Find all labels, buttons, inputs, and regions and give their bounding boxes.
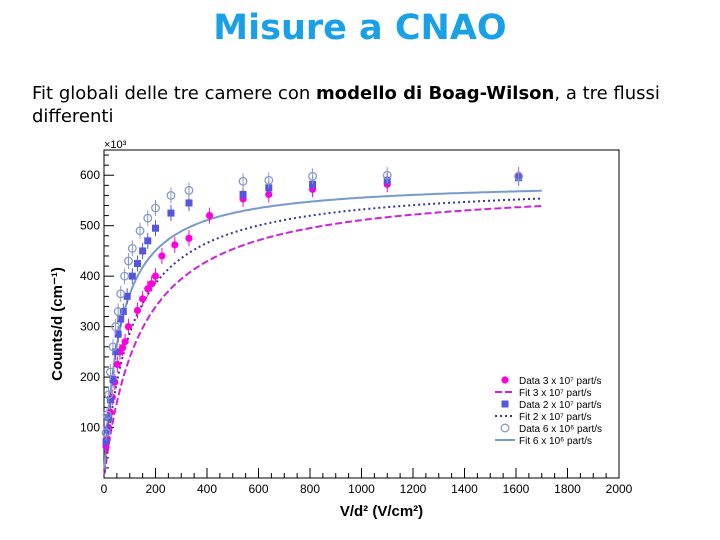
data-point — [143, 213, 153, 223]
data-point — [309, 180, 317, 188]
data-point — [104, 390, 114, 400]
data-point — [102, 410, 112, 420]
data-point — [144, 285, 152, 293]
fit-curve — [103, 197, 542, 473]
data-point — [184, 185, 194, 195]
data-point — [127, 243, 137, 253]
data-point — [103, 426, 111, 434]
y-tick-label: 300 — [80, 320, 100, 334]
data-point — [113, 307, 123, 316]
legend-label: Data 6 x 10⁶ part/s — [519, 424, 602, 435]
x-tick-label: 1800 — [554, 482, 581, 496]
data-point — [139, 247, 147, 255]
y-tick-label: 500 — [80, 219, 100, 233]
data-point — [124, 256, 133, 266]
slide-title: Misure a CNAO — [213, 8, 507, 48]
x-axis-title: V/d² (V/cm²) — [340, 503, 423, 520]
data-point — [123, 292, 131, 300]
subtitle-text-start: Fit globali delle tre camere con — [32, 83, 316, 104]
x-tick-label: 200 — [145, 482, 165, 496]
data-point — [116, 289, 126, 299]
legend-label: Fit 2 x 10⁷ part/s — [519, 412, 592, 423]
fit-curve — [103, 205, 542, 475]
data-point — [111, 322, 121, 332]
legend-label: Fit 3 x 10⁷ part/s — [519, 388, 592, 399]
data-point — [114, 330, 122, 338]
data-point — [105, 367, 115, 377]
data-point — [118, 344, 127, 352]
data-point — [382, 170, 392, 180]
x-tick-label: 1600 — [503, 482, 530, 496]
x-tick-label: 600 — [248, 482, 268, 496]
data-point — [151, 272, 160, 280]
y-tick-label: 600 — [80, 168, 100, 182]
data-point — [185, 234, 193, 242]
data-point — [167, 209, 175, 217]
data-point — [514, 171, 524, 181]
data-point — [113, 360, 121, 369]
data-point — [119, 307, 127, 315]
y-tick-label: 100 — [80, 421, 100, 435]
data-point — [102, 438, 110, 446]
legend-label: Data 3 x 10⁷ part/s — [519, 376, 602, 387]
subtitle-model-name: modello di Boag-Wilson — [315, 83, 555, 104]
data-point — [124, 323, 133, 331]
data-point — [148, 280, 156, 288]
legend-marker — [500, 423, 510, 433]
y-multiplier-label: ×10³ — [104, 139, 127, 151]
data-point — [105, 413, 113, 421]
data-point — [264, 175, 274, 185]
data-point — [158, 252, 166, 260]
data-point — [185, 199, 193, 207]
y-tick-label: 200 — [80, 370, 100, 384]
data-point — [238, 176, 248, 186]
data-point — [139, 295, 147, 303]
data-point — [112, 348, 120, 356]
data-point — [171, 241, 179, 249]
data-point — [121, 338, 129, 346]
data-point — [152, 224, 159, 232]
x-tick-label: 1000 — [348, 482, 375, 496]
fit-curve — [103, 189, 542, 469]
x-tick-label: 1200 — [400, 482, 427, 496]
data-point — [108, 342, 118, 352]
x-tick-label: 400 — [197, 482, 217, 496]
data-point — [151, 203, 160, 213]
data-point — [117, 315, 125, 323]
data-point — [128, 272, 136, 280]
data-point — [144, 237, 152, 245]
data-point — [133, 260, 141, 268]
y-axis-title: Counts/d (cm⁻¹) — [49, 267, 66, 381]
data-point — [239, 190, 247, 198]
x-tick-label: 1400 — [451, 482, 478, 496]
data-point — [308, 171, 318, 181]
data-point — [133, 306, 142, 315]
legend-marker — [501, 400, 509, 408]
x-tick-label: 800 — [300, 482, 320, 496]
y-tick-label: 400 — [80, 269, 100, 283]
data-point — [166, 190, 176, 200]
x-tick-label: 0 — [101, 482, 108, 496]
x-tick-label: 2000 — [606, 482, 633, 496]
slide-subtitle: Fit globali delle tre camere con modello… — [32, 82, 692, 128]
data-point — [135, 226, 145, 236]
subtitle-text-end: , a tre flussi differenti — [32, 83, 660, 127]
legend-marker — [501, 376, 509, 384]
data-point — [120, 271, 130, 281]
legend-label: Fit 6 x 10⁶ part/s — [519, 436, 592, 447]
data-point — [205, 212, 214, 220]
data-point — [109, 376, 117, 384]
legend-label: Data 2 x 10⁷ part/s — [519, 400, 602, 411]
data-point — [106, 396, 114, 404]
data-point — [101, 428, 111, 438]
